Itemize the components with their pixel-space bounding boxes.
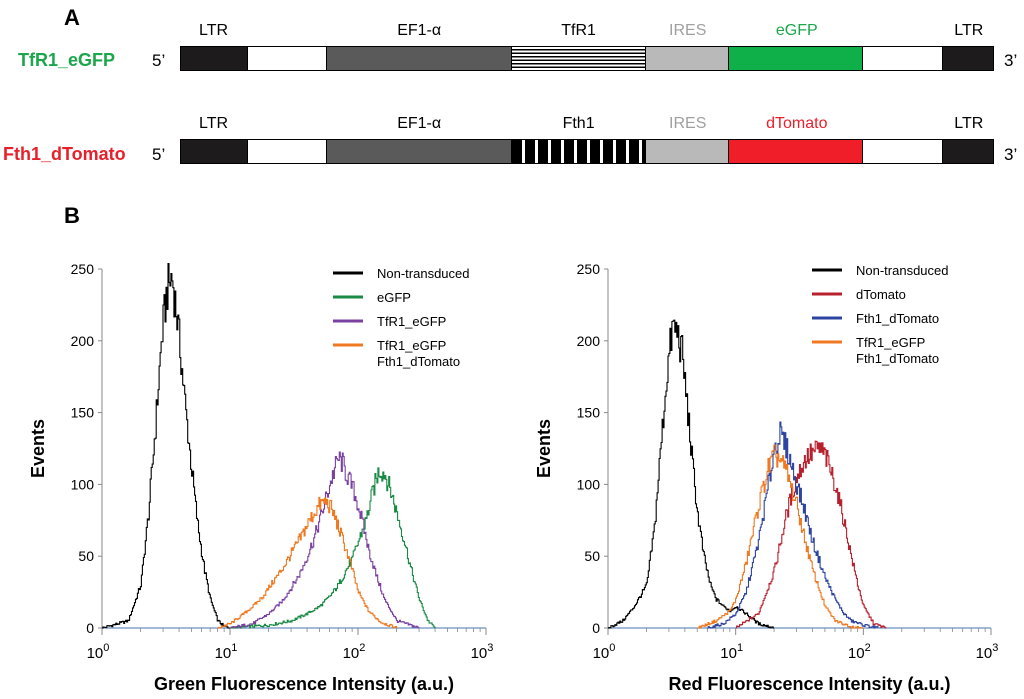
construct-segment [645, 140, 730, 163]
y-tick-label: 150 [71, 405, 95, 421]
five-prime-label: 5’ [152, 51, 166, 70]
x-tick-base: 10 [720, 645, 737, 662]
x-tick-base: 10 [471, 645, 488, 662]
series-line [697, 444, 864, 629]
panel-b-letter: B [64, 203, 80, 228]
x-tick-label: 102 [848, 642, 871, 662]
x-tick-label: 100 [593, 642, 616, 662]
x-tick-exponent: 3 [487, 642, 493, 654]
y-tick-label: 0 [86, 620, 94, 636]
y-tick-label: 100 [577, 476, 601, 492]
legend-label: eGFP [377, 290, 411, 305]
construct-segment [247, 47, 328, 70]
legend-label: TfR1_eGFP [377, 314, 446, 329]
x-tick-exponent: 0 [103, 642, 109, 654]
construct-name: Fth1_dTomato [3, 144, 126, 164]
segment-label: dTomato [766, 115, 828, 132]
x-tick-label: 101 [215, 642, 238, 662]
legend-label: Non-transduced [856, 263, 949, 278]
x-tick-base: 10 [87, 645, 104, 662]
five-prime-label: 5’ [152, 145, 166, 164]
x-axis-label: Red Fluorescence Intensity (a.u.) [668, 674, 950, 694]
y-tick-label: 250 [577, 261, 601, 277]
series-line [230, 467, 436, 629]
legend-label: TfR1_eGFP Fth1_dTomato [856, 335, 939, 366]
x-tick-exponent: 3 [992, 642, 998, 654]
y-tick-label: 250 [71, 261, 95, 277]
y-tick-label: 50 [78, 548, 94, 564]
x-tick-base: 10 [848, 645, 865, 662]
three-prime-label: 3’ [1004, 51, 1018, 70]
construct-segment [729, 140, 864, 163]
series-line [707, 421, 879, 629]
segment-label: EF1-α [397, 22, 442, 39]
segment-label: IRES [669, 115, 707, 132]
y-tick-label: 50 [584, 548, 600, 564]
segment-label: EF1-α [397, 115, 442, 132]
construct-segment [729, 47, 864, 70]
y-axis-label: Events [534, 419, 554, 478]
legend-label: Non-transduced [377, 266, 470, 281]
panel-a-letter: A [64, 5, 80, 30]
segment-label: IRES [669, 22, 707, 39]
y-axis-label: Events [28, 419, 48, 478]
legend-label: dTomato [856, 287, 906, 302]
y-tick-label: 200 [577, 333, 601, 349]
legend-label: TfR1_eGFP Fth1_dTomato [377, 338, 460, 369]
segment-label: Fth1 [562, 115, 595, 132]
series-line [230, 451, 420, 629]
x-tick-base: 10 [593, 645, 610, 662]
x-tick-exponent: 1 [737, 642, 743, 654]
x-tick-base: 10 [343, 645, 360, 662]
three-prime-label: 3’ [1004, 145, 1018, 164]
construct-segment [511, 140, 646, 163]
x-tick-base: 10 [976, 645, 993, 662]
series-line [102, 262, 230, 629]
x-tick-label: 103 [471, 642, 494, 662]
construct-bar [180, 139, 994, 164]
x-tick-exponent: 0 [609, 642, 615, 654]
segment-label: TfR1 [561, 22, 596, 39]
construct-segment [181, 140, 248, 163]
series-line [735, 440, 887, 629]
y-tick-label: 0 [592, 620, 600, 636]
x-tick-label: 101 [720, 642, 743, 662]
x-axis-label: Green Fluorescence Intensity (a.u.) [154, 674, 454, 694]
series-line [217, 496, 398, 629]
construct-segment [863, 140, 943, 163]
y-tick-label: 100 [71, 476, 95, 492]
segment-label: eGFP [775, 22, 818, 39]
x-tick-exponent: 1 [231, 642, 237, 654]
construct-segment [942, 140, 993, 163]
construct-name: TfR1_eGFP [18, 50, 116, 70]
construct-segment [511, 47, 646, 70]
construct-segment [327, 47, 512, 70]
segment-label: LTR [199, 115, 229, 132]
construct-segment [247, 140, 328, 163]
x-tick-base: 10 [215, 645, 232, 662]
construct-segment [942, 47, 993, 70]
x-tick-exponent: 2 [359, 642, 365, 654]
segment-label: LTR [199, 22, 229, 39]
x-tick-label: 100 [87, 642, 110, 662]
legend-label: Fth1_dTomato [856, 311, 939, 326]
construct-segment [181, 47, 248, 70]
construct-bar [180, 46, 994, 71]
segment-label: LTR [954, 115, 984, 132]
construct-segment [645, 47, 730, 70]
x-tick-exponent: 2 [865, 642, 871, 654]
x-tick-label: 102 [343, 642, 366, 662]
y-tick-label: 150 [577, 405, 601, 421]
y-tick-label: 200 [71, 333, 95, 349]
series-line [608, 319, 775, 629]
construct-segment [863, 47, 943, 70]
construct-segment [327, 140, 512, 163]
x-tick-label: 103 [976, 642, 999, 662]
segment-label: LTR [954, 22, 984, 39]
